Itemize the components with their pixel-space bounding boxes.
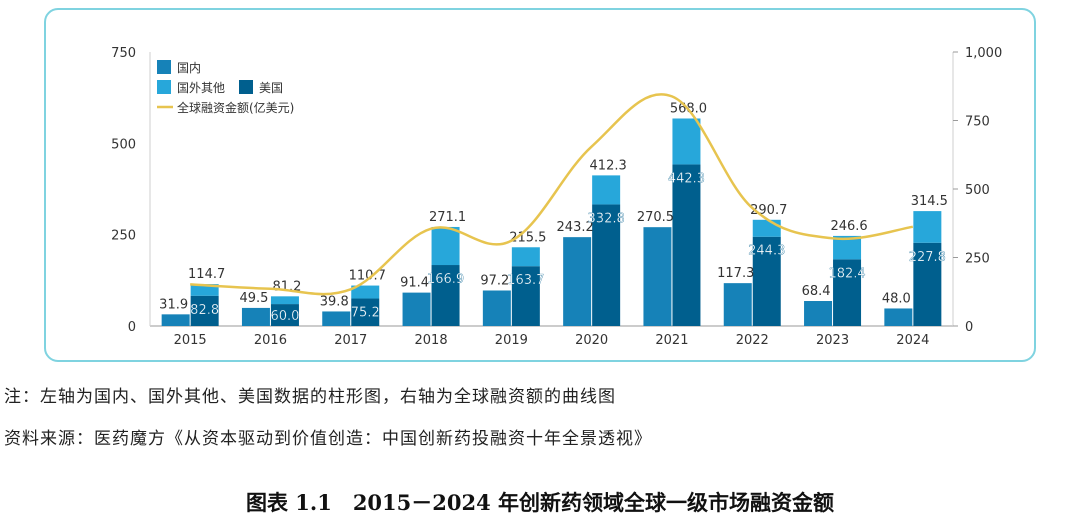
left-axis-tick-label: 750 <box>111 46 136 61</box>
label-us: 332.8 <box>588 211 625 226</box>
bar-foreign-other <box>190 284 219 296</box>
left-axis-tick-label: 250 <box>111 229 136 244</box>
bar-domestic <box>241 307 270 326</box>
legend-label-domestic: 国内 <box>177 61 201 75</box>
bar-us <box>913 242 942 326</box>
label-domestic: 31.9 <box>159 297 188 312</box>
label-foreign-total: 271.1 <box>429 210 466 225</box>
label-domestic: 270.5 <box>637 210 674 225</box>
label-us: 227.8 <box>909 250 946 265</box>
label-us: 75.2 <box>351 306 380 321</box>
bar-domestic <box>723 283 752 326</box>
right-axis-tick-label: 250 <box>965 252 990 267</box>
bar-domestic <box>884 308 913 326</box>
bar-foreign-other <box>270 296 299 305</box>
global-funding-line <box>190 93 914 296</box>
bar-domestic <box>804 301 833 326</box>
bar-foreign-other <box>592 175 621 205</box>
legend-swatch-domestic <box>157 60 171 74</box>
bar-foreign-other <box>511 247 540 267</box>
label-foreign-total: 314.5 <box>911 194 948 209</box>
x-tick-label: 2024 <box>896 333 929 348</box>
bar-us <box>752 236 781 326</box>
bar-us <box>351 298 380 326</box>
bar-domestic <box>402 292 431 326</box>
label-us: 82.8 <box>190 303 219 318</box>
bar-foreign-other <box>672 118 701 165</box>
left-axis-tick-label: 500 <box>111 137 136 152</box>
bar-us <box>190 295 219 326</box>
label-foreign-total: 412.3 <box>590 158 627 173</box>
label-domestic: 39.8 <box>320 294 349 309</box>
bar-domestic <box>322 311 351 326</box>
x-tick-label: 2022 <box>736 333 769 348</box>
label-us: 166.9 <box>427 272 464 287</box>
x-tick-label: 2021 <box>655 333 688 348</box>
bar-foreign-other <box>431 226 460 266</box>
x-tick-label: 2015 <box>174 333 207 348</box>
x-tick-label: 2020 <box>575 333 608 348</box>
bar-foreign-other <box>351 285 380 299</box>
left-axis-tick-label: 0 <box>128 320 136 335</box>
x-tick-label: 2023 <box>816 333 849 348</box>
label-us: 244.3 <box>748 244 785 259</box>
label-us: 442.3 <box>668 171 705 186</box>
right-axis-tick-label: 1,000 <box>965 46 1002 61</box>
label-foreign-total: 114.7 <box>188 267 225 282</box>
label-domestic: 48.0 <box>882 291 911 306</box>
bar-foreign-other <box>833 235 862 260</box>
label-us: 182.4 <box>828 266 865 281</box>
x-tick-label: 2019 <box>495 333 528 348</box>
legend-label-foreign-other: 国外其他 <box>177 81 225 95</box>
label-us: 163.7 <box>507 273 544 288</box>
label-domestic: 91.4 <box>400 276 429 291</box>
bar-domestic <box>161 314 190 326</box>
figure-caption: 图表 1.1 2015－2024 年创新药领域全球一级市场融资金额 <box>245 490 835 515</box>
label-us: 60.0 <box>270 309 299 324</box>
chart-frame <box>44 8 1036 362</box>
bar-foreign-other <box>913 211 942 243</box>
x-tick-label: 2017 <box>334 333 367 348</box>
right-axis-tick-label: 750 <box>965 115 990 130</box>
x-tick-label: 2016 <box>254 333 287 348</box>
label-domestic: 243.2 <box>557 220 594 235</box>
bar-foreign-other <box>752 219 781 237</box>
right-axis-tick-label: 0 <box>965 320 973 335</box>
legend-swatch-foreign-other <box>157 80 171 94</box>
chart-note: 注：左轴为国内、国外其他、美国数据的柱形图，右轴为全球融资额的曲线图 <box>4 387 616 407</box>
legend-swatch-us <box>239 80 253 94</box>
bar-us <box>672 164 701 326</box>
x-tick-label: 2018 <box>415 333 448 348</box>
label-domestic: 117.3 <box>717 266 754 281</box>
legend-label-us: 美国 <box>259 81 283 95</box>
label-foreign-total: 215.5 <box>509 230 546 245</box>
bar-us <box>511 266 540 326</box>
bar-us <box>833 259 862 326</box>
label-domestic: 68.4 <box>802 284 831 299</box>
label-foreign-total: 246.6 <box>830 219 867 234</box>
chart-source: 资料来源：医药魔方《从资本驱动到价值创造：中国创新药投融资十年全景透视》 <box>4 429 652 449</box>
bar-domestic <box>643 227 672 326</box>
bar-us <box>270 304 299 326</box>
label-domestic: 97.2 <box>480 273 509 288</box>
right-axis-tick-label: 500 <box>965 183 990 198</box>
label-domestic: 49.5 <box>239 291 268 306</box>
bar-domestic <box>563 237 592 326</box>
legend-label-line: 全球融资金额(亿美元) <box>177 100 294 115</box>
bar-domestic <box>482 290 511 326</box>
bar-us <box>431 265 460 326</box>
bar-us <box>592 204 621 326</box>
